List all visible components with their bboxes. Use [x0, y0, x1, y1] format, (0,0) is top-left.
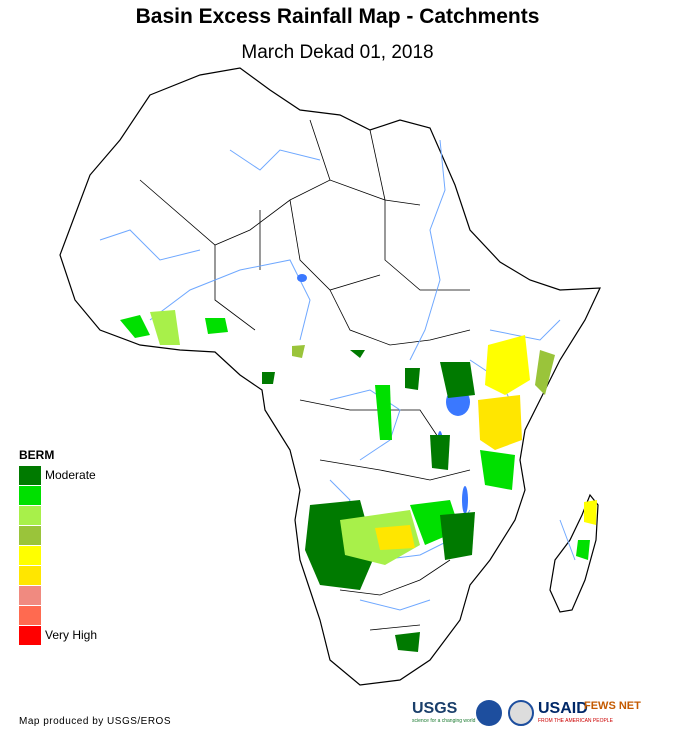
legend-swatch — [19, 566, 41, 585]
legend-title: BERM — [19, 448, 55, 462]
map-subtitle: March Dekad 01, 2018 — [241, 42, 434, 63]
legend-label: Moderate — [45, 468, 96, 482]
legend-swatch — [19, 466, 41, 485]
usaid-logo: USAID FROM THE AMERICAN PEOPLE — [538, 700, 613, 724]
map-title: Basin Excess Rainfall Map - Catchments — [135, 5, 540, 28]
usgs-logo: USGS science for a changing world — [412, 700, 476, 724]
berm-legend: BERM Moderate Very High — [19, 448, 97, 646]
legend-swatch — [19, 626, 41, 645]
legend-item — [19, 506, 54, 526]
legend-label: Very High — [45, 628, 98, 642]
legend-item: Very High — [19, 626, 97, 646]
legend-swatch — [19, 486, 41, 505]
legend-swatch — [19, 606, 41, 625]
legend-item — [19, 566, 54, 586]
country-borders — [139, 119, 471, 631]
fewsnet-logo: FEWS NET — [584, 700, 641, 712]
madagascar — [549, 493, 599, 613]
legend-item: Moderate — [19, 466, 96, 486]
legend-rows: Moderate Very High — [19, 466, 97, 646]
berm-patches — [120, 310, 597, 652]
legend-item — [19, 546, 54, 566]
legend-swatch — [19, 586, 41, 605]
legend-item — [19, 586, 54, 606]
legend-swatch — [19, 506, 41, 525]
legend-item — [19, 606, 54, 626]
legend-item — [19, 486, 54, 506]
noaa-logo — [476, 700, 502, 726]
map-credit: Map produced by USGS/EROS — [19, 716, 172, 727]
legend-item — [19, 526, 54, 546]
nasa-logo — [508, 700, 534, 726]
legend-swatch — [19, 526, 41, 545]
legend-swatch — [19, 546, 41, 565]
